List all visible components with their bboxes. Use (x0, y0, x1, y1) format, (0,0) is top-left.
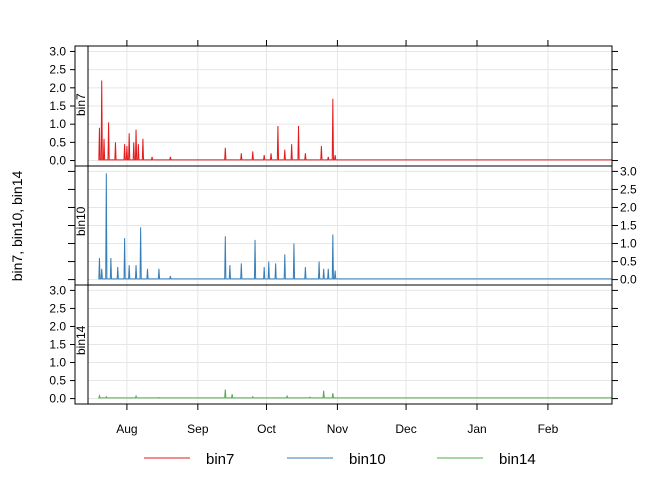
y-tick-label: 1.5 (49, 338, 66, 352)
strip-label-bin10: bin10 (74, 206, 88, 236)
series-line-bin10 (98, 173, 612, 280)
y-tick-label: 1.5 (49, 99, 66, 113)
y-tick-label: 1.0 (49, 356, 66, 370)
x-tick-label: Jan (467, 422, 486, 436)
legend-item-bin14: bin14 (437, 451, 536, 468)
y-tick-label: 2.0 (49, 319, 66, 333)
x-axis: Aug Sep Oct Nov Dec Jan Feb (116, 40, 559, 436)
x-tick-label: Nov (327, 422, 348, 436)
legend-label: bin14 (499, 451, 536, 468)
y-tick-label: 2.5 (620, 182, 637, 196)
y-tick-label: 0.5 (49, 135, 66, 149)
legend-item-bin10: bin10 (287, 451, 386, 468)
x-tick-label: Aug (116, 422, 137, 436)
legend: bin7 bin10 bin14 (144, 451, 536, 468)
panel-bin7: bin7 0.0 0.5 1.0 1.5 2.0 2.5 3.0 (49, 44, 618, 168)
x-tick-label: Feb (538, 422, 559, 436)
x-tick-label: Oct (257, 422, 276, 436)
y-tick-label: 0.0 (49, 392, 66, 406)
y-tick-label: 1.0 (620, 237, 637, 251)
y-tick-label: 0.0 (620, 273, 637, 287)
y-tick-label: 1.5 (620, 219, 637, 233)
y-tick-label: 1.0 (49, 117, 66, 131)
panel-bin14: bin14 0.0 0.5 1.0 1.5 2.0 2.5 3.0 (49, 283, 618, 406)
legend-item-bin7: bin7 (144, 451, 234, 468)
series-line-bin7 (98, 80, 612, 161)
legend-label: bin10 (349, 451, 386, 468)
panel-bin10: bin10 0.0 0.5 1.0 1.5 2.0 2.5 3.0 (68, 164, 637, 287)
y-tick-label: 3.0 (49, 283, 66, 297)
y-tick-label: 2.5 (49, 301, 66, 315)
y-tick-label: 2.5 (49, 63, 66, 77)
x-tick-label: Sep (187, 422, 209, 436)
y-tick-label: 3.0 (620, 164, 637, 178)
strip-label-bin14: bin14 (74, 325, 88, 355)
y-tick-label: 0.0 (49, 154, 66, 168)
y-axis-label: bin7, bin10, bin14 (9, 171, 25, 282)
y-tick-label: 3.0 (49, 44, 66, 58)
series-line-bin14 (98, 389, 612, 399)
strip-label-bin7: bin7 (74, 93, 88, 116)
panels: bin7 0.0 0.5 1.0 1.5 2.0 2.5 3.0 bin10 0.0 0.5 1.0 1… (49, 44, 637, 405)
y-tick-label: 0.5 (620, 255, 637, 269)
y-tick-label: 2.0 (49, 81, 66, 95)
y-tick-label: 2.0 (620, 200, 637, 214)
y-tick-label: 0.5 (49, 374, 66, 388)
x-tick-label: Dec (395, 422, 416, 436)
legend-label: bin7 (206, 451, 234, 468)
